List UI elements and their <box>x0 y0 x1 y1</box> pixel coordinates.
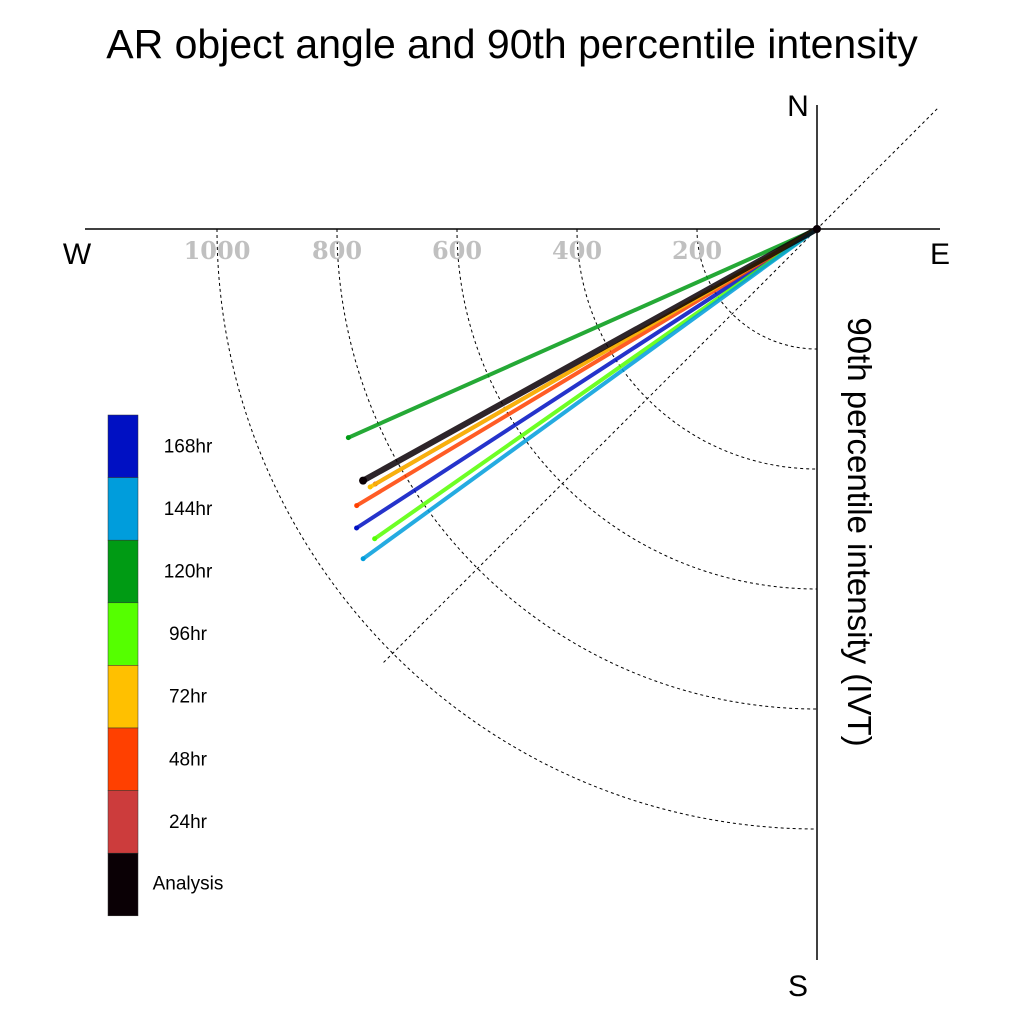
tick-label-1000: 1000 <box>184 236 251 265</box>
legend-swatch-144hr <box>107 477 139 541</box>
series-end-point-96hr <box>372 536 378 542</box>
grid-diagonal <box>381 108 938 665</box>
compass-north: N <box>787 90 809 123</box>
y-axis-label: 90th percentile intensity (IVT) <box>841 317 878 746</box>
chart-title: AR object angle and 90th percentile inte… <box>106 21 918 67</box>
legend-swatch-96hr <box>107 602 139 666</box>
series-line-120hr <box>346 227 819 440</box>
legend-label-72hr: 72hr <box>169 687 208 708</box>
series-144hr <box>360 227 819 562</box>
legend-label-96hr: 96hr <box>169 624 208 645</box>
legend-label-Analysis: Analysis <box>153 874 224 895</box>
legend-label-120hr: 120hr <box>164 562 213 583</box>
series-line-144hr <box>361 227 819 561</box>
grid-arc-200 <box>696 228 818 350</box>
series <box>345 225 821 562</box>
series-168hr <box>354 227 819 531</box>
series-end-point-Analysis <box>359 476 368 485</box>
legend-swatch-24hr <box>107 790 139 854</box>
legend-label-48hr: 48hr <box>169 749 208 770</box>
legend-label-144hr: 144hr <box>164 499 213 520</box>
series-Analysis <box>359 226 820 485</box>
legend-swatch-72hr <box>107 665 139 729</box>
legend-label-168hr: 168hr <box>164 436 213 457</box>
compass-west: W <box>63 238 92 271</box>
tick-label-400: 400 <box>552 236 602 265</box>
series-120hr <box>345 227 819 441</box>
origin-point <box>813 225 821 233</box>
series-line-168hr <box>354 227 819 531</box>
legend-swatch-168hr <box>107 414 139 478</box>
legend-swatch-120hr <box>107 539 139 604</box>
series-end-point-120hr <box>345 435 351 441</box>
compass-east: E <box>930 238 950 271</box>
series-end-point-72hr <box>367 484 373 490</box>
series-end-point-144hr <box>360 556 366 562</box>
tick-label-600: 600 <box>432 236 482 265</box>
legend: 168hr 144hr 120hr 96hr 72hr 48hr 24hr Analysis <box>107 414 224 917</box>
legend-swatch-48hr <box>107 727 139 791</box>
grid-arc-1000 <box>216 228 818 830</box>
series-end-point-48hr <box>354 503 360 509</box>
compass-south: S <box>788 970 808 1003</box>
tick-label-200: 200 <box>672 236 722 265</box>
series-end-point-168hr <box>354 525 360 531</box>
grid <box>216 108 938 830</box>
radial-ticks: 200 400 600 800 1000 <box>184 236 722 265</box>
legend-swatch-Analysis <box>107 852 139 917</box>
legend-label-24hr: 24hr <box>169 812 208 833</box>
series-line-Analysis <box>360 226 820 484</box>
tick-label-800: 800 <box>312 236 362 265</box>
